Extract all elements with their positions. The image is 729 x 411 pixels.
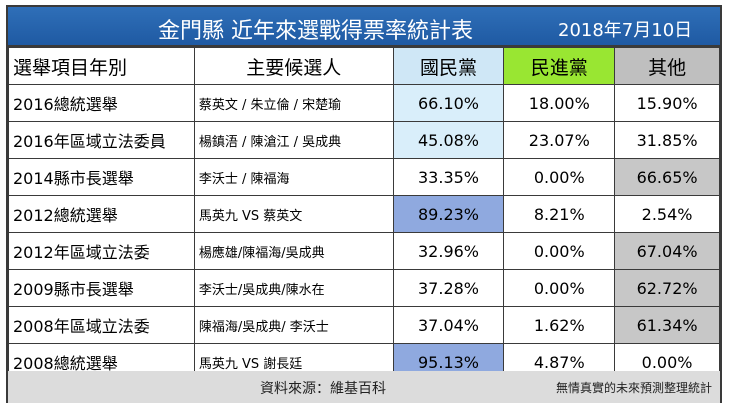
kmt-share: 66.10%	[392, 84, 505, 122]
candidates: 蔡英文 / 朱立倫 / 宋楚瑜	[193, 84, 394, 122]
other-share: 67.04%	[614, 232, 720, 270]
table-row: 2008年區域立法委 陳福海/吳成典/ 李沃士 37.04% 1.62% 61.…	[8, 306, 720, 344]
kmt-share: 89.23%	[392, 195, 505, 233]
header-kmt: 國民黨	[392, 47, 505, 85]
kmt-share: 33.35%	[392, 158, 505, 196]
other-share: 2.54%	[614, 195, 720, 233]
election-item: 2008年區域立法委	[8, 306, 195, 344]
other-share: 62.72%	[614, 269, 720, 307]
kmt-share: 37.28%	[392, 269, 505, 307]
election-item: 2016年區域立法委員	[8, 121, 195, 159]
table-row: 2014縣市長選舉 李沃士 / 陳福海 33.35% 0.00% 66.65%	[8, 158, 720, 196]
kmt-share: 32.96%	[392, 232, 505, 270]
election-item: 2009縣市長選舉	[8, 269, 195, 307]
header-dpp: 民進黨	[503, 47, 616, 85]
dpp-share: 23.07%	[503, 121, 616, 159]
dpp-share: 8.21%	[503, 195, 616, 233]
header-row: 選舉項目年別 主要候選人 國民黨 民進黨 其他	[8, 47, 720, 85]
dpp-share: 0.00%	[503, 269, 616, 307]
election-item: 2012總統選舉	[8, 195, 195, 233]
election-item: 2016總統選舉	[8, 84, 195, 122]
kmt-share: 45.08%	[392, 121, 505, 159]
dpp-share: 0.00%	[503, 232, 616, 270]
table-title: 金門縣 近年來選戰得票率統計表	[158, 19, 473, 44]
other-share: 61.34%	[614, 306, 720, 344]
table-footer: 資料來源：維基百科 無情真實的未來預測整理統計	[8, 371, 720, 403]
candidates: 李沃士 / 陳福海	[193, 158, 394, 196]
dpp-share: 0.00%	[503, 158, 616, 196]
candidates: 李沃士/吳成典/陳水在	[193, 269, 394, 307]
header-candidates: 主要候選人	[193, 47, 394, 85]
table-row: 2012年區域立法委 楊應雄/陳福海/吳成典 32.96% 0.00% 67.0…	[8, 232, 720, 270]
table-row: 2009縣市長選舉 李沃士/吳成典/陳水在 37.28% 0.00% 62.72…	[8, 269, 720, 307]
other-share: 31.85%	[614, 121, 720, 159]
footer-note: 無情真實的未來預測整理統計	[555, 381, 712, 395]
candidates: 馬英九 VS 蔡英文	[193, 195, 394, 233]
table-row: 2016年區域立法委員 楊鎮浯 / 陳滄江 / 吳成典 45.08% 23.07…	[8, 121, 720, 159]
election-table-card: 金門縣 近年來選戰得票率統計表 2018年7月10日 選舉項目年別 主要候選人 …	[6, 5, 722, 403]
candidates: 陳福海/吳成典/ 李沃士	[193, 306, 394, 344]
candidates: 楊鎮浯 / 陳滄江 / 吳成典	[193, 121, 394, 159]
header-election-item: 選舉項目年別	[8, 47, 195, 85]
dpp-share: 1.62%	[503, 306, 616, 344]
data-source: 資料來源：維基百科	[260, 381, 386, 397]
vote-share-table: 選舉項目年別 主要候選人 國民黨 民進黨 其他 2016總統選舉 蔡英文 / 朱…	[8, 47, 720, 381]
dpp-share: 18.00%	[503, 84, 616, 122]
title-bar: 金門縣 近年來選戰得票率統計表 2018年7月10日	[8, 7, 720, 47]
table-row: 2016總統選舉 蔡英文 / 朱立倫 / 宋楚瑜 66.10% 18.00% 1…	[8, 84, 720, 122]
other-share: 66.65%	[614, 158, 720, 196]
candidates: 楊應雄/陳福海/吳成典	[193, 232, 394, 270]
kmt-share: 37.04%	[392, 306, 505, 344]
election-item: 2012年區域立法委	[8, 232, 195, 270]
table-date: 2018年7月10日	[558, 20, 693, 41]
header-other: 其他	[614, 47, 720, 85]
election-item: 2014縣市長選舉	[8, 158, 195, 196]
other-share: 15.90%	[614, 84, 720, 122]
table-row: 2012總統選舉 馬英九 VS 蔡英文 89.23% 8.21% 2.54%	[8, 195, 720, 233]
